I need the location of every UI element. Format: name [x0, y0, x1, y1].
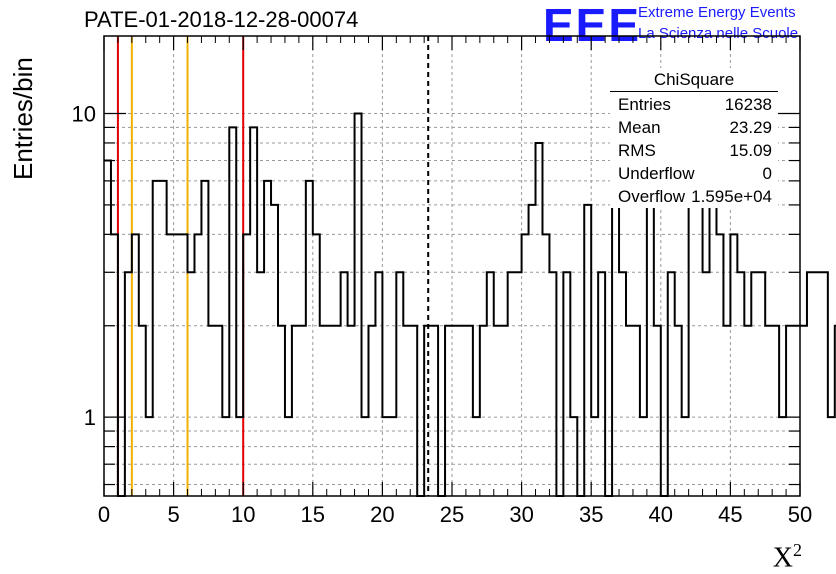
x-tick-label: 50	[788, 502, 812, 527]
stats-box: ChiSquare Entries 16238 Mean 23.29 RMS 15.0…	[610, 68, 778, 208]
stats-label: Underflow	[618, 164, 695, 183]
histogram-series	[104, 112, 836, 497]
stats-value: 0	[762, 164, 772, 183]
stats-row-rms: RMS 15.09	[610, 139, 778, 162]
x-tick-label: 15	[301, 502, 325, 527]
logo-line-1: Extreme Energy Events	[638, 4, 796, 21]
stats-value: 15.09	[729, 141, 772, 160]
x-tick-label: 20	[370, 502, 394, 527]
x-axis-label-exponent: 2	[793, 540, 802, 560]
x-tick-label: 0	[98, 502, 110, 527]
x-tick-label: 35	[579, 502, 603, 527]
stats-label: Overflow	[618, 187, 686, 206]
x-tick-label: 40	[649, 502, 673, 527]
stats-value: 23.29	[729, 118, 772, 137]
x-tick-label: 10	[231, 502, 255, 527]
stats-row-entries: Entries 16238	[610, 93, 778, 116]
x-axis-label: X2	[773, 540, 802, 574]
x-tick-label: 5	[167, 502, 179, 527]
axis-ticks	[103, 36, 801, 496]
stats-row-underflow: Underflow 0	[610, 162, 778, 185]
x-tick-label: 25	[440, 502, 464, 527]
stats-title: ChiSquare	[653, 70, 735, 89]
stats-row-overflow: Overflow 1.595e+04	[610, 185, 778, 208]
tick-labels: 0 5 10 15 20 25 30 35 40 45 50 1 10	[72, 102, 813, 527]
stats-row-mean: Mean 23.29	[610, 116, 778, 139]
stats-value: 1.595e+04	[691, 187, 772, 206]
stats-label: Entries	[618, 95, 671, 114]
marker-lines	[116, 36, 430, 496]
stats-value: 16238	[724, 95, 772, 114]
stats-divider	[610, 91, 778, 92]
stats-label: Mean	[618, 118, 661, 137]
x-axis-label-base: X	[772, 542, 793, 574]
x-tick-label: 45	[718, 502, 742, 527]
y-tick-label: 10	[72, 102, 96, 127]
stats-label: RMS	[618, 141, 656, 160]
chart-title: PATE-01-2018-12-28-00074	[84, 7, 359, 32]
x-tick-label: 30	[509, 502, 533, 527]
y-tick-label: 1	[84, 405, 96, 430]
